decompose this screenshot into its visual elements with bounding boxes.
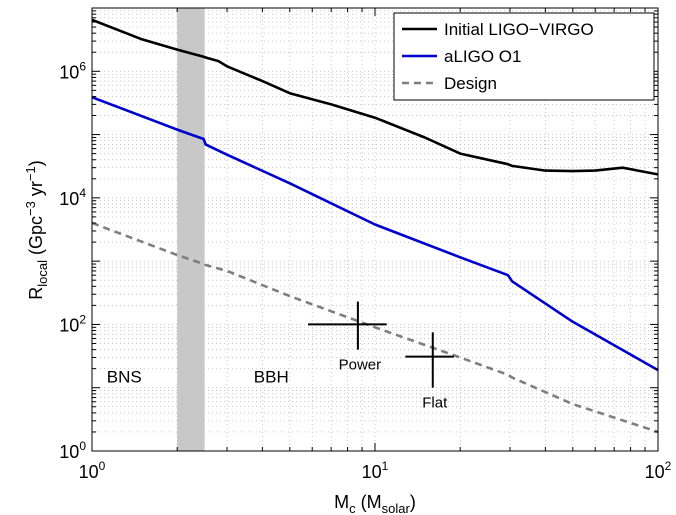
x-tick-label: 101	[362, 459, 389, 482]
x-tick-label: 100	[79, 459, 106, 482]
y-tick-label-base: 10	[59, 62, 79, 82]
x-tick-label-exponent: 2	[665, 459, 672, 473]
marker-power-label: Power	[339, 357, 382, 374]
y-tick-label-exponent: 2	[79, 312, 86, 326]
y-tick-label-exponent: 0	[79, 439, 86, 453]
series-line-2	[92, 95, 658, 372]
y-axis-label-close: )	[26, 160, 46, 166]
y-axis-label-sub: local	[35, 260, 50, 287]
series-group	[92, 18, 658, 434]
y-axis-label-sup2: −1	[23, 166, 38, 181]
y-axis-label-sup1: −3	[23, 201, 38, 216]
shaded-band-group	[177, 8, 205, 451]
legend: Initial LIGO−VIRGO aLIGO O1 Design	[393, 12, 655, 101]
x-tick-label-base: 10	[645, 462, 665, 482]
x-tick-label-base: 10	[79, 462, 99, 482]
y-tick-label-base: 10	[59, 442, 79, 462]
legend-label-3: Design	[444, 74, 497, 93]
y-tick-label-base: 10	[59, 315, 79, 335]
legend-label-1: Initial LIGO−VIRGO	[444, 20, 594, 39]
region-labels-group: BNS BBH	[107, 368, 289, 387]
series-line-3	[92, 221, 658, 434]
ticks-group	[91, 7, 659, 452]
y-tick-label-base: 10	[59, 189, 79, 209]
x-axis-label-sub: c	[349, 501, 356, 515]
y-tick-label: 102	[59, 312, 86, 335]
y-tick-label: 104	[59, 186, 86, 209]
marker-flat-label: Flat	[422, 395, 448, 412]
region-label-bbh: BBH	[254, 368, 289, 387]
x-axis-label-open: (M	[356, 492, 382, 512]
y-tick-label-exponent: 6	[79, 59, 86, 73]
markers-group: Power Flat	[308, 301, 454, 412]
x-tick-label-base: 10	[362, 462, 382, 482]
y-axis-label: Rlocal (Gpc−3 yr−1)	[23, 160, 50, 299]
x-axis-label-close: )	[410, 492, 416, 512]
shaded-band	[177, 8, 205, 451]
x-axis-label: Mc (Msolar)	[334, 492, 416, 515]
y-tick-label: 100	[59, 439, 86, 462]
y-axis-label-mid: yr	[26, 181, 46, 201]
x-tick-label-exponent: 0	[99, 459, 106, 473]
region-label-bns: BNS	[107, 368, 142, 387]
x-axis-label-main: M	[334, 492, 349, 512]
x-tick-label: 102	[645, 459, 672, 482]
y-tick-label: 106	[59, 59, 86, 82]
y-axis-label-main: R	[26, 287, 46, 300]
legend-label-2: aLIGO O1	[444, 47, 521, 66]
x-tick-label-exponent: 1	[382, 459, 389, 473]
y-axis-label-rest: (Gpc	[26, 216, 46, 260]
series-line-1	[92, 18, 658, 176]
legend-box	[393, 12, 655, 101]
y-tick-label-exponent: 4	[79, 186, 86, 200]
x-axis-label-unit-sub: solar	[382, 501, 411, 515]
